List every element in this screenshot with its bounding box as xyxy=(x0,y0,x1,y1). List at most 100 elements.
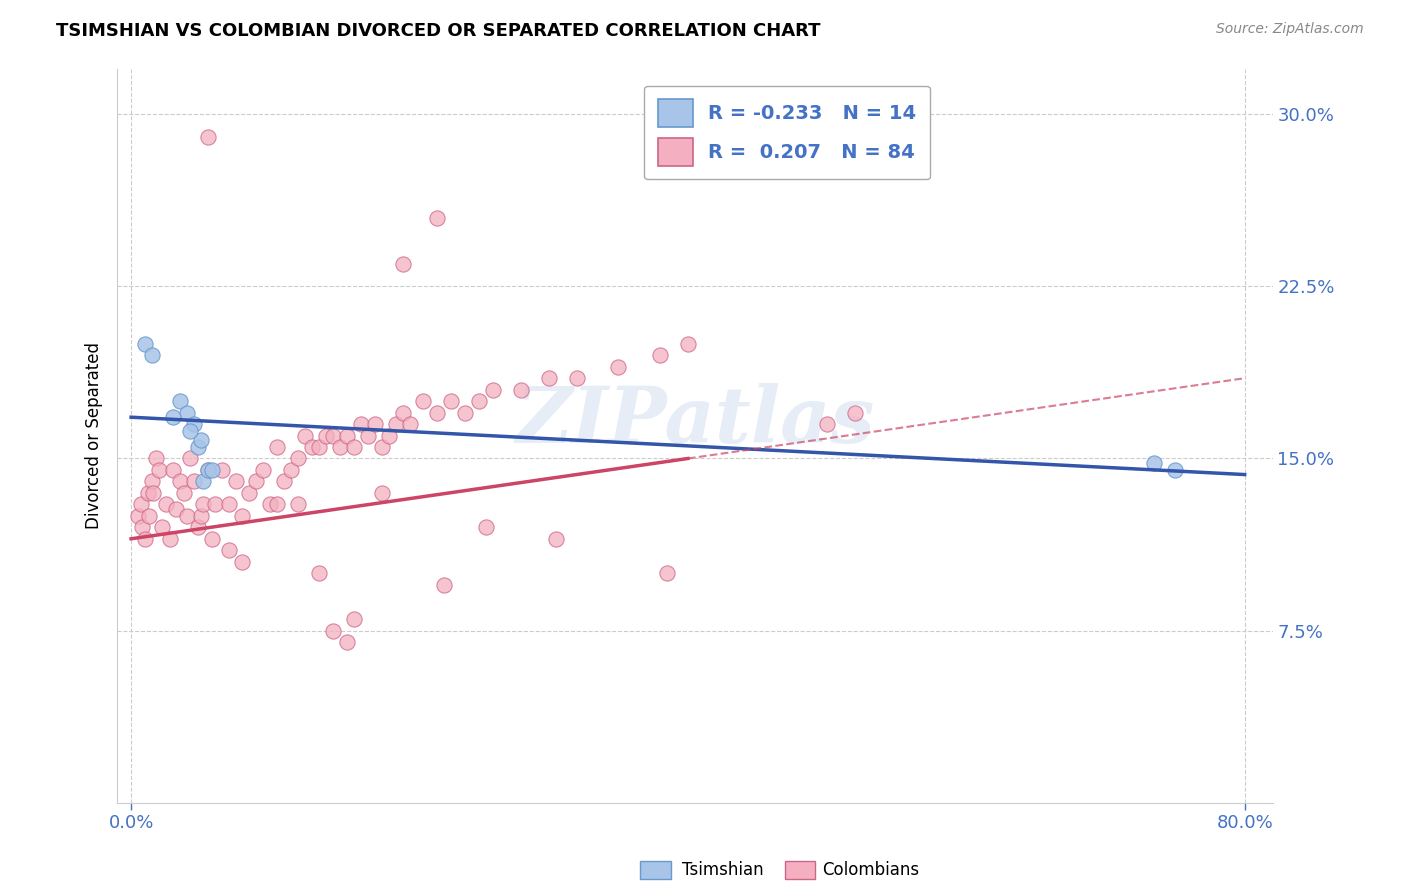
Y-axis label: Divorced or Separated: Divorced or Separated xyxy=(86,342,103,529)
Point xyxy=(127,508,149,523)
Point xyxy=(187,440,209,454)
Point xyxy=(280,463,302,477)
Point xyxy=(197,463,219,477)
Text: TSIMSHIAN VS COLOMBIAN DIVORCED OR SEPARATED CORRELATION CHART: TSIMSHIAN VS COLOMBIAN DIVORCED OR SEPAR… xyxy=(56,22,821,40)
Point xyxy=(357,428,380,442)
Legend: R = -0.233   N = 14, R =  0.207   N = 84: R = -0.233 N = 14, R = 0.207 N = 84 xyxy=(644,86,931,179)
Point xyxy=(162,463,184,477)
Point xyxy=(231,555,253,569)
Point xyxy=(1164,463,1187,477)
Point xyxy=(343,440,366,454)
Point xyxy=(155,497,177,511)
Point xyxy=(440,394,463,409)
Point xyxy=(468,394,491,409)
Point xyxy=(537,371,560,385)
Point xyxy=(266,440,288,454)
Point xyxy=(179,451,201,466)
Point xyxy=(322,624,344,638)
Point xyxy=(343,612,366,626)
Point xyxy=(475,520,498,534)
Point xyxy=(370,440,392,454)
Point xyxy=(329,440,352,454)
Point xyxy=(544,532,567,546)
Point xyxy=(176,406,198,420)
Point xyxy=(426,406,449,420)
Point xyxy=(136,486,159,500)
Point xyxy=(350,417,373,431)
Point xyxy=(142,486,165,500)
Point xyxy=(336,428,359,442)
Point xyxy=(148,463,170,477)
Point xyxy=(336,635,359,649)
Point xyxy=(238,486,260,500)
Point xyxy=(412,394,434,409)
Point xyxy=(398,417,420,431)
Point xyxy=(301,440,323,454)
Point xyxy=(218,543,240,558)
Point xyxy=(138,508,160,523)
Point xyxy=(197,130,219,145)
Point xyxy=(197,463,219,477)
Point xyxy=(190,433,212,447)
Point xyxy=(384,417,406,431)
Point xyxy=(150,520,173,534)
Point xyxy=(145,451,167,466)
Point xyxy=(287,451,309,466)
Point xyxy=(141,475,163,489)
Point xyxy=(266,497,288,511)
Point xyxy=(169,475,191,489)
Point xyxy=(607,359,630,374)
Point xyxy=(482,383,505,397)
Point xyxy=(844,406,866,420)
Point xyxy=(364,417,387,431)
Text: Tsimshian: Tsimshian xyxy=(682,861,763,879)
Point xyxy=(218,497,240,511)
Point xyxy=(231,508,253,523)
Point xyxy=(193,475,215,489)
Point xyxy=(391,406,413,420)
Point xyxy=(815,417,838,431)
Point xyxy=(294,428,316,442)
Point xyxy=(193,497,215,511)
Point xyxy=(315,428,337,442)
Point xyxy=(204,497,226,511)
Point xyxy=(454,406,477,420)
Point xyxy=(183,417,205,431)
Point xyxy=(201,532,224,546)
Point xyxy=(308,566,330,581)
Point xyxy=(391,256,413,270)
Text: ZIPatlas: ZIPatlas xyxy=(515,383,875,459)
Point xyxy=(183,475,205,489)
Point xyxy=(141,348,163,362)
Point xyxy=(426,211,449,225)
Point xyxy=(159,532,181,546)
Point xyxy=(173,486,195,500)
Point xyxy=(287,497,309,511)
Point xyxy=(259,497,281,511)
Point xyxy=(245,475,267,489)
Point xyxy=(433,577,456,591)
Point xyxy=(211,463,233,477)
Text: Source: ZipAtlas.com: Source: ZipAtlas.com xyxy=(1216,22,1364,37)
Point xyxy=(176,508,198,523)
Point xyxy=(169,394,191,409)
Point xyxy=(252,463,274,477)
Point xyxy=(134,532,156,546)
Point xyxy=(308,440,330,454)
Point xyxy=(190,508,212,523)
Point xyxy=(648,348,671,362)
Point xyxy=(1143,456,1166,470)
Point xyxy=(225,475,247,489)
Text: Colombians: Colombians xyxy=(823,861,920,879)
Point xyxy=(134,336,156,351)
Point xyxy=(187,520,209,534)
Point xyxy=(162,410,184,425)
Point xyxy=(201,463,224,477)
Point xyxy=(322,428,344,442)
Point xyxy=(676,336,699,351)
Point xyxy=(377,428,399,442)
Point xyxy=(655,566,678,581)
Point xyxy=(165,502,187,516)
Point xyxy=(509,383,531,397)
Point xyxy=(273,475,295,489)
